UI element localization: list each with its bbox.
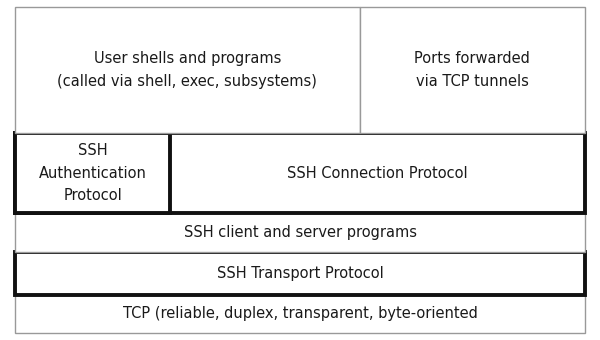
Bar (15, 213, 585, 252)
Text: SSH
Authentication
Protocol: SSH Authentication Protocol (38, 143, 146, 203)
Text: SSH client and server programs: SSH client and server programs (184, 225, 416, 240)
Bar (15, 133, 585, 213)
Text: SSH Transport Protocol: SSH Transport Protocol (217, 266, 383, 280)
Text: Ports forwarded
via TCP tunnels: Ports forwarded via TCP tunnels (415, 51, 530, 88)
Bar (15, 252, 585, 295)
Text: TCP (reliable, duplex, transparent, byte-oriented: TCP (reliable, duplex, transparent, byte… (122, 306, 478, 321)
Text: User shells and programs
(called via shell, exec, subsystems): User shells and programs (called via she… (58, 51, 317, 88)
Bar (15, 7, 360, 133)
Bar (15, 133, 170, 213)
Text: SSH Connection Protocol: SSH Connection Protocol (287, 166, 468, 181)
Bar (360, 7, 585, 133)
Bar (15, 295, 585, 333)
